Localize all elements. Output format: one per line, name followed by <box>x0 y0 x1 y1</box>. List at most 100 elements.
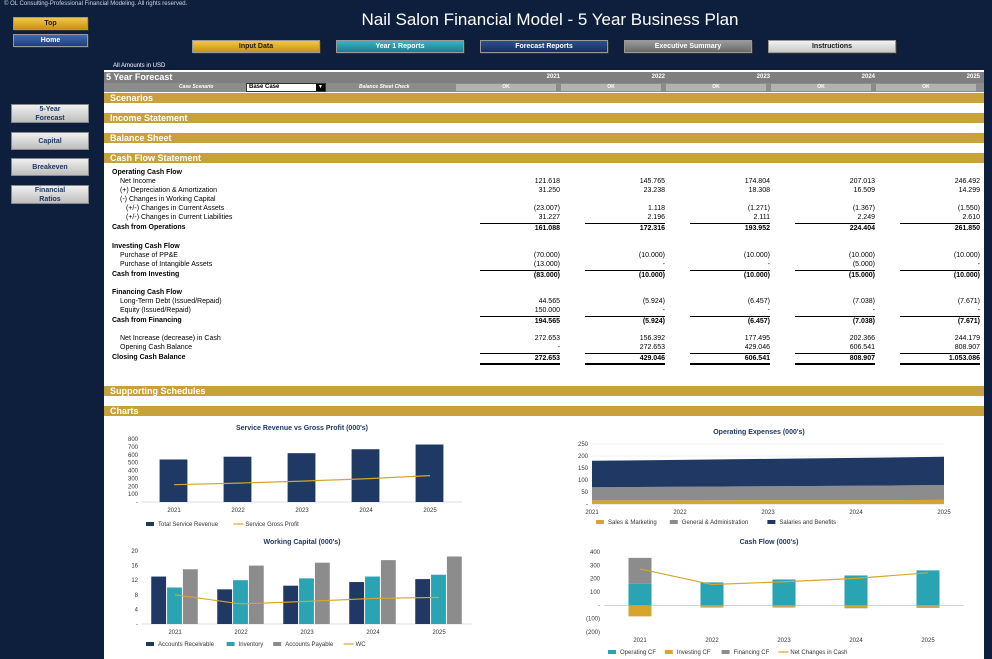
x-tick-label: 2023 <box>300 630 314 636</box>
home-button[interactable]: Home <box>13 34 88 47</box>
top-button[interactable]: Top <box>13 17 88 30</box>
row-value: 23.238 <box>643 187 665 194</box>
row-value: 202.366 <box>849 335 875 342</box>
row-value: (6.457) <box>690 316 770 326</box>
y-tick-label: 8 <box>135 593 139 599</box>
cash-flow-row: Investing Cash Flow <box>104 242 984 251</box>
row-value: 261.850 <box>900 223 980 233</box>
section-scenarios[interactable]: Scenarios <box>104 93 984 103</box>
x-tick-label: 2025 <box>432 630 446 636</box>
row-label: (-) Changes in Working Capital <box>120 196 216 203</box>
case-scenario-dropdown[interactable]: Base Case ▼ <box>246 83 326 92</box>
row-value: - <box>977 307 980 314</box>
section-cash-flow-statement[interactable]: Cash Flow Statement <box>104 153 984 163</box>
instructions-button[interactable]: Instructions <box>768 40 896 53</box>
section-charts[interactable]: Charts <box>104 406 984 416</box>
side-five-year-forecast-button[interactable]: 5-Year Forecast <box>11 104 89 123</box>
y-tick-label: 100 <box>578 478 589 484</box>
row-label: (+/-) Changes in Current Liabilities <box>126 214 233 221</box>
area-series <box>592 485 944 501</box>
row-value: 44.565 <box>538 298 560 305</box>
side-breakeven-button[interactable]: Breakeven <box>11 158 89 176</box>
row-value: 808.907 <box>795 353 875 365</box>
bar <box>446 556 462 624</box>
row-value: 193.952 <box>690 223 770 233</box>
cash-flow-row: Purchase of PP&E (70.000) (10.000) (10.000)… <box>104 251 984 260</box>
bar <box>415 444 444 502</box>
executive-summary-button[interactable]: Executive Summary <box>624 40 752 53</box>
side-financial-ratios-button[interactable]: Financial Ratios <box>11 185 89 204</box>
row-value: (7.038) <box>852 298 875 305</box>
legend-label: Service Gross Profit <box>245 522 299 528</box>
x-tick-label: 2023 <box>761 510 775 516</box>
bar <box>151 576 167 624</box>
x-tick-label: 2024 <box>366 630 380 636</box>
year-header: 2024 <box>861 74 875 80</box>
chevron-down-icon[interactable]: ▼ <box>316 84 325 91</box>
cash-flow-row: Purchase of Intangible Assets (13.000) - - (… <box>104 260 984 269</box>
row-value: 18.308 <box>748 187 770 194</box>
bar <box>248 565 264 624</box>
cash-flow-row: Net Increase (decrease) in Cash 272.653 15… <box>104 334 984 343</box>
legend-label: Salaries and Benefits <box>779 520 836 526</box>
row-value: (10.000) <box>638 252 665 259</box>
row-value: 2.610 <box>962 214 980 221</box>
row-value: 156.392 <box>639 335 665 342</box>
row-label: Cash from Financing <box>112 317 182 324</box>
section-supporting-schedules[interactable]: Supporting Schedules <box>104 386 984 396</box>
legend-label: WC <box>356 642 367 648</box>
bar <box>772 579 796 606</box>
row-value: (10.000) <box>900 270 980 280</box>
cash-flow-row: (-) Changes in Working Capital <box>104 195 984 204</box>
bar <box>365 576 380 624</box>
forecast-reports-button[interactable]: Forecast Reports <box>480 40 608 53</box>
bar <box>772 606 796 608</box>
y-tick-label: - <box>136 500 138 506</box>
case-scenario-label: Case Scenario <box>179 84 214 90</box>
copyright-text: © OL Consulting-Professional Financial M… <box>4 1 188 7</box>
x-tick-label: 2021 <box>633 638 647 644</box>
row-value: 606.541 <box>690 353 770 365</box>
bar <box>314 562 330 624</box>
bar <box>700 605 724 607</box>
y-tick-label: - <box>136 622 138 628</box>
row-value: 1.118 <box>648 205 665 212</box>
row-label: Net Increase (decrease) in Cash <box>120 335 221 342</box>
year1-reports-button[interactable]: Year 1 Reports <box>336 40 464 53</box>
cash-flow-row: Net Income 121.618 145.765 174.804 207.013 24… <box>104 177 984 186</box>
row-value: (23.007) <box>533 205 560 212</box>
row-value: 161.088 <box>480 223 560 233</box>
row-label: Operating Cash Flow <box>112 169 183 176</box>
input-data-button[interactable]: Input Data <box>192 40 320 53</box>
x-tick-label: 2022 <box>231 508 245 514</box>
row-value: - <box>767 307 770 314</box>
cash-flow-row: Closing Cash Balance 272.653 429.046 606.54… <box>104 353 984 365</box>
y-tick-label: - <box>598 603 600 609</box>
legend-swatch <box>608 650 616 654</box>
cash-flow-row: Opening Cash Balance - 272.653 429.046 606.5… <box>104 343 984 352</box>
row-label: Purchase of Intangible Assets <box>120 261 213 268</box>
balance-check-cell: OK <box>666 84 766 91</box>
row-label: Net Income <box>120 178 156 185</box>
bar <box>700 606 724 608</box>
y-tick-label: (100) <box>586 617 600 623</box>
bar <box>159 459 188 502</box>
legend-swatch <box>664 650 673 654</box>
section-balance-sheet[interactable]: Balance Sheet <box>104 133 984 143</box>
legend-label: Financing CF <box>734 650 770 656</box>
row-label: Long-Term Debt (Issued/Repaid) <box>120 298 222 305</box>
legend-label: General & Administration <box>682 520 748 526</box>
legend-label: Sales & Marketing <box>608 520 657 526</box>
y-tick-label: - <box>586 502 588 508</box>
row-value: (5.924) <box>642 298 665 305</box>
y-tick-label: 800 <box>128 437 139 443</box>
side-capital-button[interactable]: Capital <box>11 132 89 150</box>
row-value: (7.671) <box>957 298 980 305</box>
y-tick-label: 100 <box>128 492 139 498</box>
x-tick-label: 2022 <box>673 510 687 516</box>
row-value: (5.924) <box>585 316 665 326</box>
section-income-statement[interactable]: Income Statement <box>104 113 984 123</box>
bar <box>167 587 182 624</box>
x-tick-label: 2021 <box>167 508 181 514</box>
row-value: 606.541 <box>849 344 875 351</box>
